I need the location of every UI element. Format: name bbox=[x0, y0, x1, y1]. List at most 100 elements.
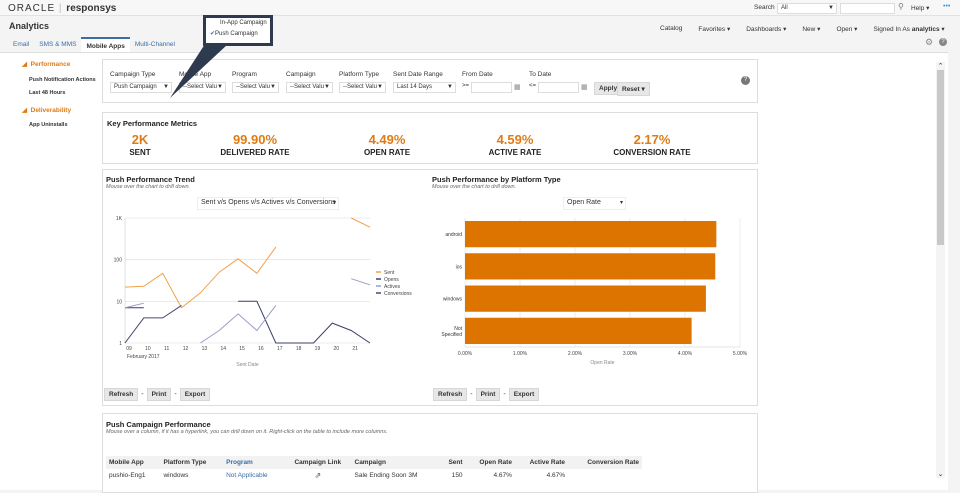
series-line-sent[interactable] bbox=[124, 246, 277, 309]
tab-sms-mms[interactable]: SMS & MMS bbox=[39, 41, 77, 48]
tab-mobile-apps[interactable]: Mobile Apps bbox=[81, 37, 130, 54]
nav-dashboards[interactable]: Dashboards ▾ bbox=[746, 26, 787, 33]
kpi-panel bbox=[102, 112, 758, 164]
platform-type-select[interactable]: --Select Valu ▼ bbox=[339, 82, 386, 93]
column-header[interactable]: Program bbox=[223, 456, 285, 469]
kpi-label: ACTIVE RATE bbox=[488, 148, 542, 157]
nav-new[interactable]: New ▾ bbox=[802, 26, 821, 33]
tab-email[interactable]: Email bbox=[13, 41, 30, 48]
help-icon[interactable]: ? bbox=[939, 38, 947, 46]
campaign-select[interactable]: --Select Valu ▼ bbox=[286, 82, 333, 93]
platform-metric-select[interactable]: Open Rate ▾ bbox=[563, 197, 626, 210]
column-header[interactable]: Active Rate bbox=[514, 456, 569, 469]
y-tick-label: 10 bbox=[116, 299, 122, 305]
column-header[interactable]: Open Rate bbox=[465, 456, 515, 469]
column-header[interactable]: Mobile App bbox=[106, 456, 161, 469]
bar-ios[interactable] bbox=[465, 253, 716, 280]
column-header[interactable]: Platform Type bbox=[160, 456, 224, 469]
sidebar-section-performance[interactable]: ◢ Performance bbox=[22, 61, 71, 68]
column-header[interactable]: Conversion Rate bbox=[568, 456, 642, 469]
campaign-link-cell[interactable]: ⇗ bbox=[284, 469, 351, 482]
more-icon[interactable]: ••• bbox=[943, 3, 951, 10]
user-name: analytics bbox=[911, 26, 940, 33]
help-menu[interactable]: Help ▾ bbox=[911, 5, 930, 12]
scrollbar-thumb[interactable] bbox=[937, 70, 944, 245]
menu-item-push-campaign[interactable]: ✔Push Campaign bbox=[210, 30, 266, 37]
export-button[interactable]: Export bbox=[508, 388, 540, 401]
calendar-icon[interactable]: ▦ bbox=[514, 84, 521, 91]
x-axis-title: Sent Date bbox=[236, 362, 258, 368]
calendar-icon[interactable]: ▦ bbox=[581, 84, 588, 91]
x-tick-label: 15 bbox=[239, 346, 245, 352]
gear-icon[interactable]: ⚙ bbox=[925, 37, 934, 47]
column-header[interactable]: Campaign bbox=[351, 456, 440, 469]
program-select[interactable]: --Select Valu ▼ bbox=[232, 82, 279, 93]
vertical-scrollbar[interactable]: ⌃ ⌄ bbox=[936, 62, 945, 478]
from-date-label: From Date bbox=[462, 71, 493, 78]
trend-subtitle: Mouse over the chart to drill down. bbox=[106, 184, 191, 190]
scroll-down-icon[interactable]: ⌄ bbox=[937, 471, 944, 478]
x-tick-label: 11 bbox=[164, 346, 169, 352]
trend-line-chart[interactable]: 1 10 100 1K 09 10 11 12 13 14 15 16 17 18 19 20 21 Februa… bbox=[100, 210, 420, 372]
filter-help-icon[interactable]: ? bbox=[741, 76, 750, 85]
column-header[interactable]: Sent bbox=[439, 456, 466, 469]
search-input[interactable] bbox=[840, 3, 895, 14]
sidebar-item-app-uninstalls[interactable]: App Uninstalls bbox=[29, 122, 68, 128]
menu-item-in-app-campaign[interactable]: In-App Campaign bbox=[220, 20, 267, 26]
legend-label: Conversions bbox=[384, 291, 412, 297]
campaign-type-select[interactable]: Push Campaign ▼ bbox=[110, 82, 172, 93]
series-line-opens[interactable] bbox=[238, 300, 371, 344]
refresh-button[interactable]: Refresh bbox=[433, 388, 468, 401]
print-button[interactable]: Print bbox=[475, 388, 501, 401]
chevron-down-icon: ▾ bbox=[332, 200, 336, 206]
sent-date-range-select[interactable]: Last 14 Days ▼ bbox=[393, 82, 456, 93]
oracle-wordmark: ORACLE bbox=[8, 3, 56, 14]
sidebar-section-deliverability[interactable]: ◢ Deliverability bbox=[22, 107, 72, 114]
from-date-input[interactable] bbox=[471, 82, 512, 93]
y-category-label: android bbox=[445, 232, 462, 238]
bar-not-specified[interactable] bbox=[465, 317, 692, 344]
y-tick-label: 1 bbox=[119, 341, 122, 347]
column-header[interactable]: Campaign Link bbox=[284, 456, 352, 469]
y-category-label: Not bbox=[454, 326, 462, 332]
section-title: Performance bbox=[30, 61, 71, 68]
nav-catalog[interactable]: Catalog bbox=[660, 25, 683, 32]
bar-android[interactable] bbox=[465, 221, 717, 248]
bar-windows[interactable] bbox=[465, 285, 706, 312]
nav-open[interactable]: Open ▾ bbox=[836, 26, 858, 33]
sidebar-item-last-48-hours[interactable]: Last 48 Hours bbox=[29, 90, 66, 96]
kpi-delivered-rate: 99.90% DELIVERED RATE bbox=[195, 132, 315, 157]
y-category-label: ios bbox=[456, 264, 463, 270]
nav-favorites-label: Favorites bbox=[698, 26, 726, 33]
reset-button[interactable]: Reset ▾ bbox=[617, 82, 650, 96]
search-icon[interactable]: ⚲ bbox=[898, 2, 904, 11]
nav-new-label: New bbox=[802, 26, 816, 33]
to-date-input[interactable] bbox=[538, 82, 579, 93]
separator: - bbox=[470, 391, 473, 398]
series-line-sent[interactable] bbox=[350, 217, 371, 228]
nav-favorites[interactable]: Favorites ▾ bbox=[698, 26, 731, 33]
export-button[interactable]: Export bbox=[179, 388, 211, 401]
kpi-label: SENT bbox=[129, 148, 151, 157]
series-line-actives[interactable] bbox=[124, 302, 144, 309]
kpi-open-rate: 4.49% OPEN RATE bbox=[327, 132, 447, 157]
campaign-table-panel bbox=[102, 413, 758, 493]
select-value: Push Campaign bbox=[114, 84, 157, 90]
table-cell[interactable]: Not Applicable bbox=[226, 472, 268, 479]
trend-metric-select[interactable]: Sent v/s Opens v/s Actives v/s Conversio… bbox=[197, 197, 339, 210]
print-button[interactable]: Print bbox=[146, 388, 172, 401]
legend-label: Opens bbox=[384, 277, 399, 283]
platform-bar-chart[interactable]: 0.00% 1.00% 2.00% 3.00% 4.00% 5.00% android ios… bbox=[420, 210, 760, 370]
search-scope-select[interactable]: All ▼ bbox=[777, 3, 837, 14]
sidebar-item-push-notification-actions[interactable]: Push Notification Actions bbox=[29, 77, 96, 83]
sidebar: ◢ Performance Push Notification Actions … bbox=[22, 60, 96, 128]
nav-signed-in[interactable]: Signed In As analytics ▾ bbox=[873, 26, 945, 33]
series-line-conversions[interactable] bbox=[124, 304, 182, 344]
tab-multi-channel[interactable]: Multi-Channel bbox=[134, 41, 175, 48]
series-line-actives[interactable] bbox=[351, 278, 371, 286]
sent-date-range-label: Sent Date Range bbox=[393, 71, 443, 78]
external-link-icon[interactable]: ⇗ bbox=[314, 471, 322, 480]
scroll-up-icon[interactable]: ⌃ bbox=[937, 63, 944, 70]
refresh-button[interactable]: Refresh bbox=[104, 388, 139, 401]
series-line-actives[interactable] bbox=[200, 305, 277, 344]
